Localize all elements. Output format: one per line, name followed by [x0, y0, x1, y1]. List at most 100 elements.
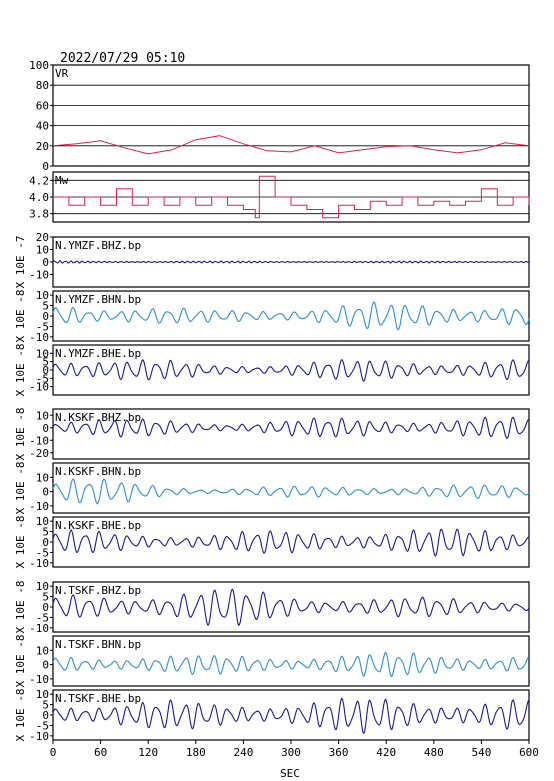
y-tick-label: 10: [36, 688, 49, 701]
y-tick-label: -5: [36, 546, 49, 559]
trace-label: N.TSKF.BHE.bp: [55, 692, 141, 705]
y-tick-label: 40: [36, 120, 49, 133]
y-tick-label: -10: [29, 673, 49, 686]
y-tick-label: 0: [42, 709, 49, 722]
y-tick-label: -10: [29, 622, 49, 635]
scale-label: X 10E -8: [14, 635, 27, 688]
x-tick-label: 180: [186, 746, 206, 759]
y-tick-label: -5: [36, 320, 49, 333]
y-tick-label: 4.2: [29, 174, 49, 187]
series-line: [52, 697, 530, 734]
y-tick-label: -5: [36, 611, 49, 624]
y-tick-label: 60: [36, 99, 49, 112]
panels-group: 100806040200VR4.24.03.8Mw20100-10N.YMZF.…: [14, 59, 530, 743]
x-axis-label: SEC: [280, 767, 300, 780]
panel-frame: [52, 64, 530, 167]
series-line: [52, 588, 530, 626]
y-tick-label: -5: [36, 719, 49, 732]
y-tick-label: 5: [42, 300, 49, 313]
panel-vr: 100 80 60 40 20 0 VR: [29, 59, 530, 173]
scale-label: X 10E -8: [14, 516, 27, 569]
y-tick-label: 10: [36, 580, 49, 593]
trace-label: Mw: [55, 174, 69, 187]
y-tick-label: 100: [29, 59, 49, 72]
scale-label: X 10E -8: [14, 689, 27, 742]
scale-label: X 10E -8: [14, 581, 27, 634]
trace-label: VR: [55, 67, 69, 80]
y-tick-label: 5: [42, 699, 49, 712]
panel-kskf-bhz: 100-10-20 N.KSKF.BHZ.bp: [29, 408, 530, 460]
x-tick-label: 540: [471, 746, 491, 759]
y-tick-label: 10: [36, 289, 49, 302]
trace-label: N.TSKF.BHN.bp: [55, 638, 141, 651]
y-tick-label: 5: [42, 526, 49, 539]
y-tick-label: 0: [42, 256, 49, 269]
series-line: [52, 528, 530, 557]
y-tick-label: 0: [42, 364, 49, 377]
trace-label: N.KSKF.BHN.bp: [55, 465, 141, 478]
x-tick-label: 300: [281, 746, 301, 759]
series-line: [52, 651, 530, 678]
trace-label: N.KSKF.BHE.bp: [55, 519, 141, 532]
y-tick-label: 5: [42, 591, 49, 604]
panel-frame: [52, 408, 530, 460]
y-tick-label: -5: [36, 372, 49, 385]
x-tick-label: 120: [138, 746, 158, 759]
y-tick-label: -10: [29, 269, 49, 282]
y-tick-label: 20: [36, 231, 49, 244]
y-tick-label: 0: [42, 536, 49, 549]
y-tick-label: 10: [36, 409, 49, 422]
x-tick-label: 600: [519, 746, 539, 759]
y-tick-label: 4.0: [29, 191, 49, 204]
trace-label: N.YMZF.BHE.bp: [55, 347, 141, 360]
x-axis: 0 60 120 180 240 300 360 420 480 540 600: [50, 740, 539, 759]
x-tick-label: 480: [424, 746, 444, 759]
y-tick-label: -10: [29, 381, 49, 394]
scale-label: X 10E -8: [14, 408, 27, 461]
y-tick-label: -10: [29, 730, 49, 743]
x-tick-label: 420: [376, 746, 396, 759]
series-line: [52, 416, 530, 440]
y-tick-label: 10: [36, 515, 49, 528]
panel-mw: 4.2 4.0 3.8 Mw: [29, 171, 530, 223]
y-tick-label: 0: [42, 310, 49, 323]
y-tick-label: 0: [42, 160, 49, 173]
y-tick-label: 0: [42, 601, 49, 614]
series-line: [52, 259, 530, 264]
trace-label: N.TSKF.BHZ.bp: [55, 584, 141, 597]
y-tick-label: 5: [42, 356, 49, 369]
datetime-header: 2022/07/29 05:10: [60, 51, 185, 66]
y-tick-label: 80: [36, 79, 49, 92]
y-tick-label: 0: [42, 486, 49, 499]
trace-label: N.KSKF.BHZ.bp: [55, 411, 141, 424]
panel-kskf-bhn: 10 0-10 N.KSKF.BHN.bp: [29, 462, 530, 514]
x-tick-label: 240: [233, 746, 253, 759]
y-tick-label: -10: [29, 331, 49, 344]
x-tick-label: 360: [329, 746, 349, 759]
trace-label: N.YMZF.BHN.bp: [55, 293, 141, 306]
y-tick-label: 3.8: [29, 208, 49, 221]
y-tick-label: -10: [29, 557, 49, 570]
y-tick-label: 10: [36, 471, 49, 484]
y-tick-label: -10: [29, 434, 49, 447]
y-tick-label: 20: [36, 140, 49, 153]
series-line: [53, 175, 530, 219]
series-line: [52, 135, 530, 155]
panel-tskf-bhn: 10 0-10 N.TSKF.BHN.bp: [29, 635, 530, 687]
x-tick-label: 0: [50, 746, 57, 759]
series-line: [52, 358, 530, 382]
series-line: [52, 478, 530, 505]
series-line: [52, 301, 530, 331]
y-tick-label: -10: [29, 500, 49, 513]
y-tick-label: 0: [42, 659, 49, 672]
y-tick-label: 10: [36, 644, 49, 657]
scale-label: X 10E -8: [14, 344, 27, 397]
y-tick-label: 10: [36, 244, 49, 257]
